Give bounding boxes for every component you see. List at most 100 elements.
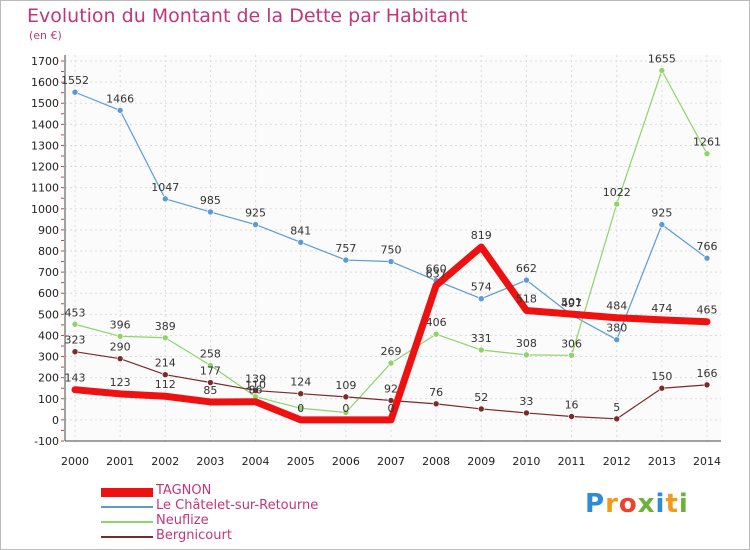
- data-label: 306: [561, 337, 582, 350]
- data-label: 124: [290, 376, 311, 389]
- data-label: 453: [65, 306, 86, 319]
- data-label: 86: [249, 384, 263, 397]
- data-point: [162, 393, 169, 400]
- data-label: 1552: [61, 74, 89, 87]
- x-tick-label: 2012: [603, 455, 631, 468]
- data-point: [433, 282, 440, 289]
- data-point: [297, 416, 304, 423]
- data-point: [116, 107, 124, 114]
- data-point: [161, 195, 169, 203]
- data-point: [703, 381, 711, 389]
- data-label: 380: [606, 322, 627, 335]
- data-label: 323: [65, 334, 86, 347]
- data-label: 110: [245, 379, 266, 392]
- y-tick-label: 500: [38, 308, 59, 321]
- data-label: 501: [561, 296, 582, 309]
- data-point: [658, 316, 665, 323]
- data-label: 143: [65, 372, 86, 385]
- chart-unit: (en €): [29, 29, 62, 42]
- data-point: [432, 400, 440, 408]
- legend-swatch: [101, 506, 153, 508]
- data-point: [71, 348, 79, 356]
- legend-label: Neuflize: [156, 513, 209, 528]
- data-point: [477, 346, 485, 354]
- data-label: 497: [561, 297, 582, 310]
- data-label: 150: [651, 370, 672, 383]
- y-tick-label: 300: [38, 351, 59, 364]
- y-tick-label: -100: [34, 435, 59, 448]
- y-tick-label: 900: [38, 224, 59, 237]
- data-point: [478, 243, 485, 250]
- x-tick-label: 2009: [467, 455, 495, 468]
- data-label: 484: [606, 300, 627, 313]
- logo-letter: i: [678, 489, 689, 519]
- x-tick-label: 2002: [151, 455, 179, 468]
- data-label: 841: [290, 224, 311, 237]
- data-label: 518: [516, 293, 537, 306]
- y-tick-label: 400: [38, 329, 59, 342]
- y-tick-label: 1500: [31, 97, 59, 110]
- y-tick-label: 1100: [31, 182, 59, 195]
- y-tick-label: 200: [38, 372, 59, 385]
- data-label: 92: [384, 382, 398, 395]
- y-tick-label: 1700: [31, 55, 59, 68]
- data-point: [252, 221, 259, 228]
- data-label: 258: [200, 347, 221, 360]
- data-label: 52: [474, 391, 488, 404]
- data-point: [207, 379, 214, 386]
- data-point: [523, 351, 530, 359]
- data-point: [297, 239, 305, 246]
- data-point: [703, 254, 711, 262]
- data-label: 331: [471, 332, 492, 345]
- data-point: [342, 393, 350, 401]
- legend-swatch: [101, 487, 153, 497]
- y-tick-label: 0: [52, 414, 59, 427]
- data-point: [613, 200, 621, 208]
- data-label: 109: [335, 379, 356, 392]
- x-tick-label: 2010: [512, 455, 540, 468]
- x-tick-label: 2006: [332, 455, 360, 468]
- data-point: [161, 371, 169, 379]
- data-point: [568, 351, 575, 359]
- data-label: 308: [516, 337, 537, 350]
- data-label: 112: [155, 378, 176, 391]
- legend-swatch: [101, 521, 153, 523]
- data-point: [71, 320, 79, 328]
- data-label: 474: [651, 302, 672, 315]
- data-point: [432, 330, 440, 338]
- y-tick-label: 1400: [31, 118, 59, 131]
- chart-title: Evolution du Montant de la Dette par Hab…: [27, 5, 468, 27]
- data-point: [388, 416, 394, 423]
- data-point: [703, 150, 711, 157]
- data-point: [207, 398, 214, 405]
- data-label: 925: [651, 207, 672, 220]
- data-label: 290: [110, 341, 131, 354]
- data-label: 16: [565, 399, 579, 412]
- logo-letter: t: [665, 489, 679, 519]
- data-label: 406: [426, 316, 447, 329]
- data-label: 166: [697, 367, 718, 380]
- data-label: 925: [245, 207, 266, 220]
- x-tick-label: 2005: [287, 455, 315, 468]
- data-point: [252, 387, 259, 394]
- y-tick-label: 700: [38, 266, 59, 279]
- data-label: 214: [155, 357, 176, 370]
- data-point: [161, 334, 169, 342]
- data-label: 465: [697, 304, 718, 317]
- data-label: 1022: [603, 186, 631, 199]
- x-tick-label: 2008: [422, 455, 450, 468]
- logo-letter: o: [618, 489, 638, 519]
- data-label: 76: [429, 386, 443, 399]
- data-label: 637: [426, 267, 447, 280]
- legend-label: Bergnicourt: [156, 528, 232, 543]
- data-label: 1261: [693, 136, 721, 149]
- data-label: 766: [697, 240, 718, 253]
- y-tick-label: 800: [38, 245, 59, 258]
- data-label: 5: [613, 401, 620, 414]
- data-point: [658, 67, 666, 74]
- data-label: 662: [516, 262, 537, 275]
- x-tick-label: 2014: [693, 455, 721, 468]
- data-label: 0: [388, 402, 395, 415]
- data-point: [116, 355, 124, 362]
- data-point: [613, 415, 621, 423]
